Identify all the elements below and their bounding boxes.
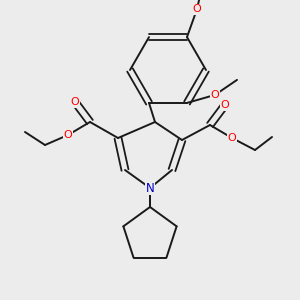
Text: O: O [228, 133, 236, 143]
Text: N: N [146, 182, 154, 194]
Text: O: O [193, 4, 201, 14]
Text: O: O [211, 90, 219, 100]
Text: O: O [220, 100, 230, 110]
Text: O: O [70, 97, 80, 107]
Text: O: O [64, 130, 72, 140]
